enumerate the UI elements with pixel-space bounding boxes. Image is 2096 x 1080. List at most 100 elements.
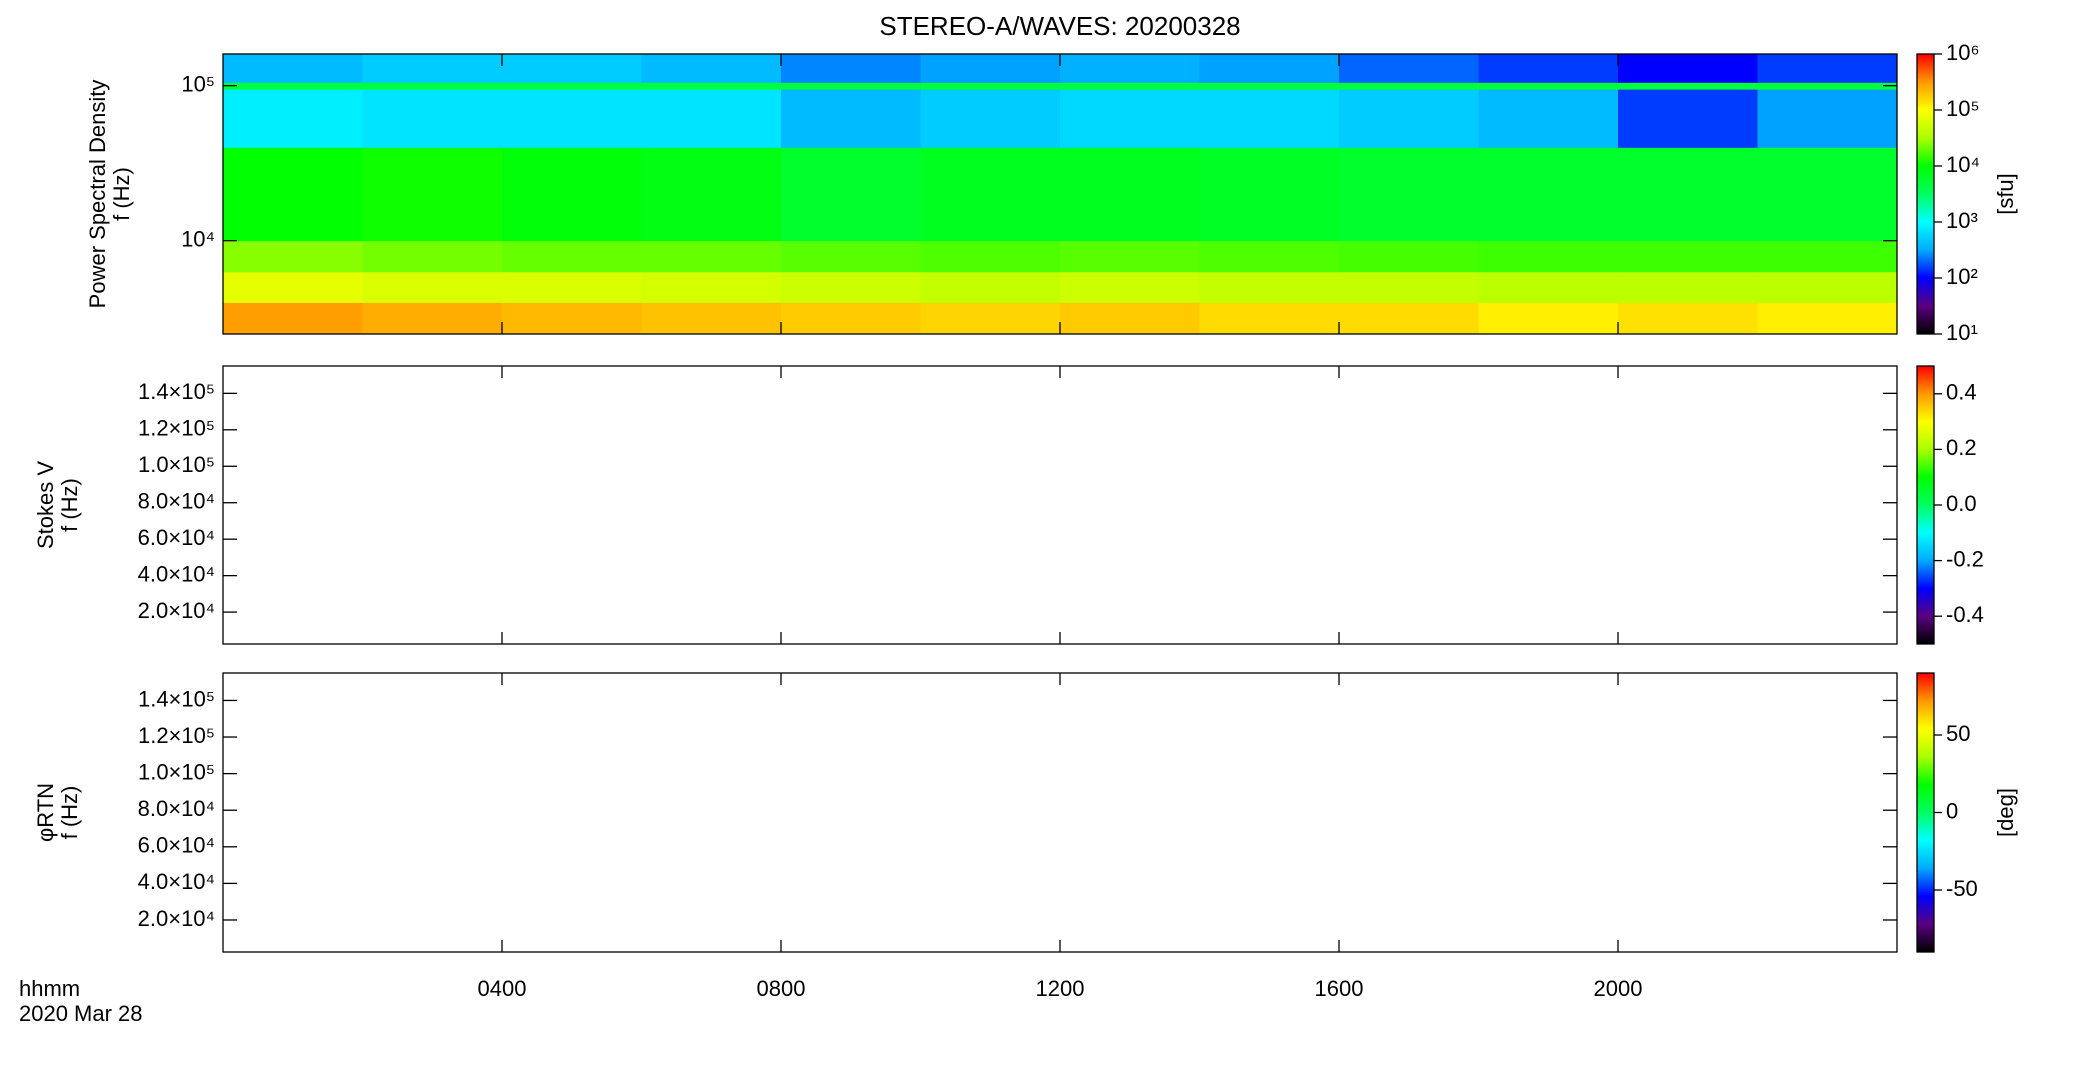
colorbar (1916, 53, 1935, 335)
heatmap-cell (781, 302, 921, 335)
colorbar-tick-label: 10¹ (1946, 320, 1978, 345)
heatmap-cell (502, 82, 642, 90)
heatmap-cell (223, 89, 363, 148)
y-tick-label: 2.0×10⁴ (138, 598, 215, 623)
colorbar-tick-label: 10³ (1946, 208, 1978, 233)
heatmap-cell (223, 147, 363, 242)
heatmap-cell (1618, 54, 1758, 83)
colorbar-tick-label: 0.4 (1946, 380, 1977, 405)
heatmap-cell (1757, 82, 1898, 90)
heatmap-cell (502, 54, 642, 83)
colorbar-tick-label: 50 (1946, 721, 1970, 746)
heatmap-cell (781, 147, 921, 242)
y-tick-label: 10⁴ (181, 226, 215, 251)
chart-title: STEREO-A/WAVES: 20200328 (879, 11, 1240, 41)
heatmap-cell (1757, 271, 1898, 303)
colorbar-label: [deg] (1993, 788, 2018, 837)
heatmap-cell (920, 147, 1061, 242)
y-tick-label: 6.0×10⁴ (138, 525, 215, 550)
x-tick-label: 1200 (1036, 976, 1085, 1001)
heatmap-cell (641, 54, 782, 83)
y-tick-label: 1.2×10⁵ (138, 416, 215, 441)
heatmap-cell (502, 302, 642, 335)
y-axis-label: f (Hz) (57, 786, 82, 840)
colorbar-tick-label: -50 (1946, 876, 1978, 901)
heatmap-cell (1478, 271, 1619, 303)
heatmap-cell (1618, 82, 1758, 90)
heatmap-cell (1199, 271, 1340, 303)
heatmap-cell (641, 89, 782, 148)
heatmap-cell (1478, 54, 1619, 83)
heatmap-cell (1199, 89, 1340, 148)
heatmap-cell (1060, 302, 1200, 335)
heatmap-cell (362, 54, 503, 83)
heatmap-cell (1618, 302, 1758, 335)
colorbar-tick-label: 10⁴ (1946, 152, 1980, 177)
heatmap-cell (1060, 89, 1200, 148)
colorbar (1916, 365, 1935, 645)
y-tick-label: 8.0×10⁴ (138, 796, 215, 821)
heatmap-cell (1478, 89, 1619, 148)
heatmap-cell (1199, 54, 1340, 83)
y-axis-label: φRTN (33, 783, 58, 842)
heatmap-cell (781, 54, 921, 83)
x-tick-label: 2000 (1594, 976, 1643, 1001)
heatmap-cell (502, 271, 642, 303)
heatmap-cell (1618, 147, 1758, 242)
heatmap-cell (502, 240, 642, 273)
heatmap-cell (1478, 240, 1619, 273)
heatmap-cell (1339, 54, 1479, 83)
heatmap-cell (781, 89, 921, 148)
heatmap-cell (1618, 271, 1758, 303)
heatmap-cell (1757, 302, 1898, 335)
y-tick-label: 6.0×10⁴ (138, 833, 215, 858)
colorbar-label: [sfu] (1993, 173, 2018, 215)
heatmap-cell (1339, 271, 1479, 303)
heatmap-cell (1478, 82, 1619, 90)
heatmap-cell (362, 302, 503, 335)
y-tick-label: 8.0×10⁴ (138, 489, 215, 514)
heatmap-cell (920, 271, 1061, 303)
y-tick-label: 4.0×10⁴ (138, 561, 215, 586)
colorbar-tick-label: 10⁵ (1946, 96, 1980, 121)
date-label: 2020 Mar 28 (19, 1001, 143, 1026)
heatmap-cell (223, 54, 363, 83)
y-axis-label: f (Hz) (109, 167, 134, 221)
heatmap-cell (1060, 54, 1200, 83)
heatmap-cell (1339, 302, 1479, 335)
colorbar-tick-label: 10² (1946, 264, 1978, 289)
y-tick-label: 1.2×10⁵ (138, 723, 215, 748)
heatmap-cell (362, 82, 503, 90)
y-axis-label: f (Hz) (57, 478, 82, 532)
heatmap-cell (223, 302, 363, 335)
plot-frame (222, 365, 1898, 645)
heatmap-cell (223, 271, 363, 303)
heatmap-cell (502, 89, 642, 148)
heatmap-cell (1199, 240, 1340, 273)
heatmap-cell (1757, 89, 1898, 148)
heatmap-cell (1199, 147, 1340, 242)
colorbar-tick-label: 0 (1946, 798, 1958, 823)
heatmap-cell (1478, 147, 1619, 242)
y-tick-label: 1.4×10⁵ (138, 686, 215, 711)
heatmap-cell (1339, 89, 1479, 148)
heatmap-cell (1478, 302, 1619, 335)
heatmap-cell (1199, 82, 1340, 90)
heatmap-cell (920, 302, 1061, 335)
heatmap-cell (1060, 271, 1200, 303)
x-tick-label: 1600 (1315, 976, 1364, 1001)
heatmap-cell (1339, 147, 1479, 242)
heatmap-cell (1060, 240, 1200, 273)
y-tick-label: 2.0×10⁴ (138, 906, 215, 931)
colorbar-tick-label: 0.2 (1946, 435, 1977, 460)
y-tick-label: 4.0×10⁴ (138, 869, 215, 894)
heatmap-cell (1757, 54, 1898, 83)
heatmap-cell (641, 240, 782, 273)
colorbar-tick-label: -0.2 (1946, 546, 1984, 571)
colorbar (1916, 672, 1935, 953)
y-tick-label: 1.4×10⁵ (138, 379, 215, 404)
y-tick-label: 1.0×10⁵ (138, 452, 215, 477)
colorbar-tick-label: 10⁶ (1946, 40, 1980, 65)
heatmap-cell (362, 240, 503, 273)
